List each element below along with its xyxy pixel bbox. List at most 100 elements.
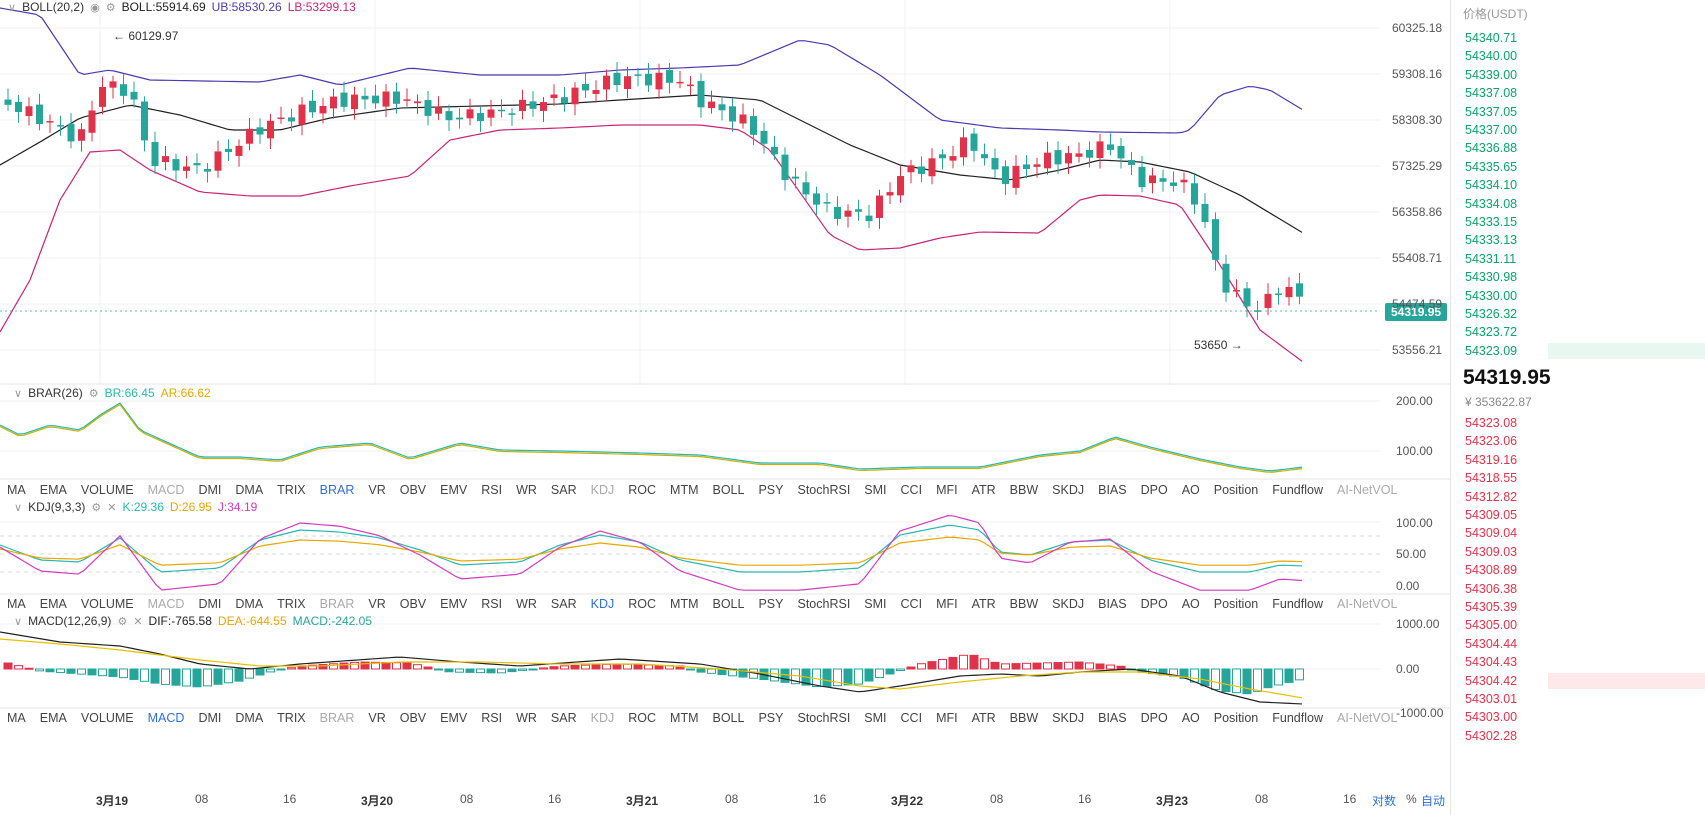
indicator-volume[interactable]: VOLUME [80,597,134,611]
indicator-stochrsi[interactable]: StochRSI [797,711,851,725]
indicator-skdj[interactable]: SKDJ [1052,483,1085,497]
indicator-mfi[interactable]: MFI [936,711,958,725]
ask-price[interactable]: 54333.13 [1465,233,1518,248]
indicator-wr[interactable]: WR [516,597,537,611]
indicator-position[interactable]: Position [1213,483,1259,497]
indicator-wr[interactable]: WR [516,711,537,725]
ask-price[interactable]: 54323.09 [1465,343,1518,358]
indicator-mtm[interactable]: MTM [670,597,699,611]
bid-price[interactable]: 54308.89 [1465,563,1518,578]
indicator-boll[interactable]: BOLL [712,711,745,725]
indicator-psy[interactable]: PSY [758,597,784,611]
indicator-ma[interactable]: MA [7,597,26,611]
bid-price[interactable]: 54323.06 [1465,434,1518,449]
bid-price[interactable]: 54303.00 [1465,710,1518,725]
indicator-dma[interactable]: DMA [235,711,264,725]
indicator-trix[interactable]: TRIX [277,483,306,497]
indicator-ema[interactable]: EMA [39,483,67,497]
ask-price[interactable]: 54331.11 [1465,251,1517,266]
bid-price[interactable]: 54305.39 [1465,600,1518,614]
indicator-macd[interactable]: MACD [147,711,185,725]
ask-price[interactable]: 54339.00 [1465,67,1518,82]
ask-price[interactable]: 54340.00 [1465,49,1518,64]
indicator-smi[interactable]: SMI [864,483,887,497]
bid-price[interactable]: 54309.04 [1465,526,1518,541]
indicator-trix[interactable]: TRIX [277,597,306,611]
indicator-atr[interactable]: ATR [971,711,996,725]
chart-area[interactable]: ∨ BOLL(20,2) ◉ ⚙ BOLL:55914.69 UB:58530.… [0,0,1450,815]
indicator-lsur[interactable]: LSUR [1404,483,1410,497]
indicator-dmi[interactable]: DMI [198,597,222,611]
log-scale-button[interactable]: 对数 [1372,794,1397,808]
indicator-mtm[interactable]: MTM [670,711,699,725]
candlestick-chart[interactable] [0,0,1450,385]
indicator-stochrsi[interactable]: StochRSI [797,483,851,497]
indicator-atr[interactable]: ATR [971,597,996,611]
indicator-ao[interactable]: AO [1181,597,1200,611]
brar-chart[interactable] [0,385,1450,480]
ask-price[interactable]: 54336.88 [1465,141,1518,156]
indicator-volume[interactable]: VOLUME [80,711,134,725]
indicator-macd[interactable]: MACD [147,483,185,497]
indicator-ma[interactable]: MA [7,483,26,497]
indicator-dma[interactable]: DMA [235,483,264,497]
indicator-brar[interactable]: BRAR [319,483,355,497]
indicator-skdj[interactable]: SKDJ [1052,711,1085,725]
indicator-ai-netvol[interactable]: AI-NetVOL [1336,483,1398,497]
indicator-sar[interactable]: SAR [550,711,577,725]
indicator-ema[interactable]: EMA [39,597,67,611]
indicator-cci[interactable]: CCI [900,597,923,611]
settings-icon[interactable]: ⚙ [105,1,116,14]
indicator-macd[interactable]: MACD [147,597,185,611]
indicator-ai-netvol[interactable]: AI-NetVOL [1336,597,1398,611]
percent-scale-button[interactable]: % [1406,792,1417,806]
indicator-psy[interactable]: PSY [758,483,784,497]
indicator-cci[interactable]: CCI [900,483,923,497]
bid-price[interactable]: 54304.43 [1465,655,1518,670]
indicator-psy[interactable]: PSY [758,711,784,725]
indicator-trix[interactable]: TRIX [277,711,306,725]
eye-icon[interactable]: ◉ [90,1,100,14]
indicator-emv[interactable]: EMV [440,483,468,497]
bid-price[interactable]: 54304.44 [1465,636,1518,651]
indicator-sar[interactable]: SAR [550,483,577,497]
indicator-vr[interactable]: VR [368,711,386,725]
indicator-kdj[interactable]: KDJ [590,483,615,497]
indicator-wr[interactable]: WR [516,483,537,497]
macd-chart[interactable] [0,614,1450,709]
indicator-cci[interactable]: CCI [900,711,923,725]
indicator-roc[interactable]: ROC [628,597,657,611]
indicator-mfi[interactable]: MFI [936,597,958,611]
indicator-brar[interactable]: BRAR [319,597,355,611]
ask-price[interactable]: 54334.08 [1465,196,1518,211]
bid-price[interactable]: 54302.28 [1465,728,1518,743]
indicator-dpo[interactable]: DPO [1140,483,1168,497]
indicator-kdj[interactable]: KDJ [590,597,615,611]
settings-icon[interactable]: ⚙ [88,387,99,400]
ask-price[interactable]: 54340.71 [1465,31,1518,45]
indicator-boll[interactable]: BOLL [712,597,745,611]
indicator-roc[interactable]: ROC [628,483,657,497]
indicator-dma[interactable]: DMA [235,597,264,611]
indicator-rsi[interactable]: RSI [481,711,503,725]
indicator-obv[interactable]: OBV [399,597,427,611]
indicator-skdj[interactable]: SKDJ [1052,597,1085,611]
ask-price[interactable]: 54335.65 [1465,159,1518,174]
indicator-lsur[interactable]: LSUR [1404,597,1410,611]
ask-price[interactable]: 54334.10 [1465,178,1518,193]
ask-price[interactable]: 54337.08 [1465,86,1518,101]
indicator-ao[interactable]: AO [1181,711,1200,725]
bid-price[interactable]: 54305.00 [1465,618,1518,633]
ask-price[interactable]: 54326.32 [1465,307,1518,321]
auto-scale-button[interactable]: 自动 [1421,794,1446,808]
indicator-obv[interactable]: OBV [399,711,427,725]
indicator-bias[interactable]: BIAS [1098,597,1127,611]
ask-price[interactable]: 54337.05 [1465,104,1518,119]
indicator-brar[interactable]: BRAR [319,711,355,725]
bid-price[interactable]: 54312.82 [1465,489,1518,504]
indicator-bbw[interactable]: BBW [1009,597,1039,611]
bid-price[interactable]: 54303.01 [1465,692,1518,706]
bid-price[interactable]: 54323.08 [1465,416,1518,430]
ask-price[interactable]: 54337.00 [1465,123,1518,137]
kdj-chart[interactable] [0,500,1450,595]
